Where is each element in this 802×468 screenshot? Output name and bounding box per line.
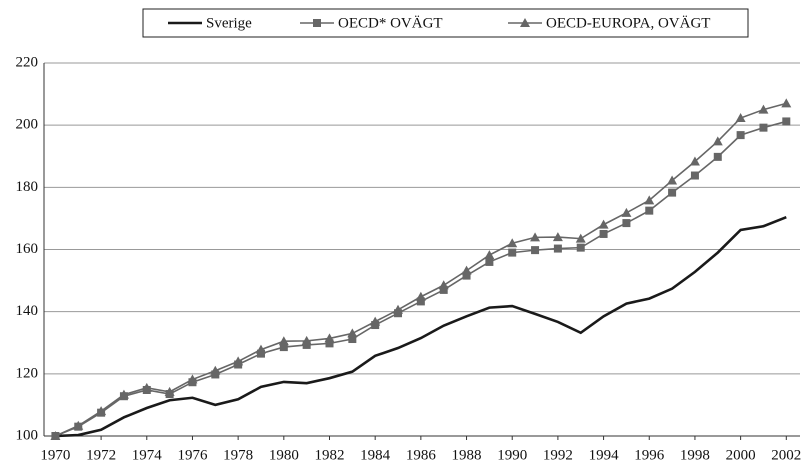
point: [462, 271, 471, 280]
point: [736, 131, 745, 140]
point: [599, 229, 608, 238]
y-tick-label: 140: [16, 303, 39, 319]
point: [210, 365, 221, 375]
point: [439, 285, 448, 294]
point: [96, 406, 107, 416]
point: [553, 244, 562, 253]
point: [73, 420, 84, 430]
y-tick-label: 120: [16, 365, 39, 381]
point: [255, 344, 266, 354]
point: [621, 207, 632, 217]
point: [279, 343, 288, 352]
point: [712, 136, 723, 146]
point: [393, 304, 404, 314]
legend-label: OECD-EUROPA, OVÄGT: [546, 14, 710, 31]
point: [668, 188, 677, 197]
point: [438, 280, 449, 290]
y-tick-label: 100: [16, 427, 39, 443]
point: [507, 238, 518, 248]
point: [416, 297, 425, 306]
point: [484, 250, 495, 260]
x-tick-label: 1972: [86, 447, 116, 463]
point: [552, 232, 563, 242]
x-tick-label: 1978: [223, 447, 253, 463]
series-line: [55, 120, 787, 437]
legend-marker: [313, 19, 321, 27]
point: [164, 386, 175, 396]
x-tick-label: 1980: [269, 447, 299, 463]
x-tick-label: 1974: [132, 447, 163, 463]
point: [645, 206, 654, 215]
point: [759, 123, 768, 132]
point: [324, 333, 335, 343]
point: [50, 431, 61, 440]
series-line: [55, 102, 787, 437]
x-tick-label: 1992: [543, 447, 573, 463]
point: [348, 335, 357, 344]
point: [347, 328, 358, 338]
point: [782, 117, 791, 126]
point: [598, 219, 609, 229]
x-tick-label: 1996: [634, 447, 665, 463]
point: [141, 382, 152, 392]
y-tick-label: 220: [16, 54, 39, 70]
x-tick-label: 1970: [40, 447, 70, 463]
point: [233, 356, 244, 366]
x-tick-label: 1998: [680, 447, 710, 463]
point: [302, 340, 311, 349]
point: [278, 336, 289, 346]
point: [622, 219, 631, 228]
series-line: [55, 215, 787, 438]
x-tick-label: 1990: [497, 447, 527, 463]
point: [461, 265, 472, 275]
x-tick-label: 1994: [589, 447, 620, 463]
point: [187, 374, 198, 384]
legend-marker: [520, 18, 530, 27]
point: [667, 175, 678, 185]
point: [576, 243, 585, 252]
point: [575, 233, 586, 243]
x-tick-label: 1988: [452, 447, 482, 463]
point: [735, 113, 746, 123]
x-tick-label: 1976: [177, 447, 208, 463]
y-tick-label: 180: [16, 179, 39, 195]
point: [781, 98, 792, 108]
point: [690, 171, 699, 180]
point: [118, 389, 129, 399]
point: [301, 335, 312, 345]
legend-box: [142, 8, 749, 38]
point: [370, 316, 381, 326]
point: [689, 156, 700, 166]
point: [415, 291, 426, 301]
y-tick-label: 160: [16, 241, 39, 257]
x-tick-label: 2000: [726, 447, 756, 463]
legend-label: Sverige: [206, 15, 252, 31]
point: [713, 152, 722, 161]
x-tick-label: 2002: [771, 447, 801, 463]
point: [530, 232, 541, 242]
point: [644, 195, 655, 205]
legend-label: OECD* OVÄGT: [338, 14, 443, 31]
x-tick-label: 1986: [406, 447, 437, 463]
point: [256, 349, 265, 358]
point: [531, 246, 540, 255]
point: [758, 104, 769, 114]
point: [325, 339, 334, 348]
point: [508, 248, 517, 257]
point: [485, 257, 494, 266]
x-tick-label: 1984: [360, 447, 391, 463]
y-tick-label: 200: [16, 117, 39, 133]
x-tick-label: 1982: [314, 447, 344, 463]
